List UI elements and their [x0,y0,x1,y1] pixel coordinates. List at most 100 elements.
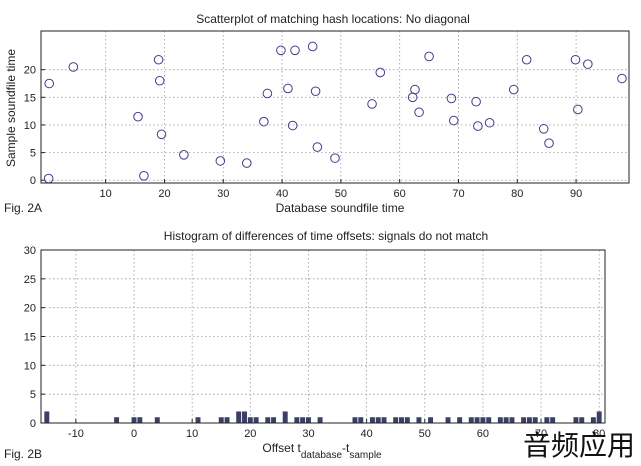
histogram-title: Histogram of differences of time offsets… [164,229,488,243]
histogram-x-axis-label: Offset tdatabase-tsample [262,441,382,461]
scatter-point [473,121,483,131]
scatter-x-tick-label: 50 [335,188,347,200]
scatter-point [259,116,269,127]
histogram-bar [457,417,463,423]
histogram-x-tick-label: 30 [302,428,314,440]
histogram-bar [404,417,410,423]
scatter-point [133,111,143,122]
histogram-bar [521,417,527,423]
histogram-bar [399,417,404,423]
histogram-bar [381,417,387,423]
scatter-points [43,41,627,184]
histogram-bar [271,417,277,423]
xlabel-dash: -t [342,441,350,455]
scatter-point [573,104,583,115]
scatter-point [153,54,164,65]
watermark-logo: 音频应用 [522,429,635,462]
histogram-bar [579,417,585,423]
histogram-y-tick-label: 15 [24,332,36,344]
histogram-y-tick-label: 5 [30,389,36,401]
scatter-y-tick-label: 20 [24,65,36,77]
scatter-point [262,88,273,99]
histogram-bar [393,417,399,423]
scatter-point [570,54,581,65]
histogram-bar [544,417,550,423]
xlabel-sub-database: database [301,450,343,461]
histogram-bar [480,417,486,423]
histogram-bar [503,417,509,423]
scatter-point [276,45,286,56]
scatter-x-tick-label: 60 [394,188,406,200]
scatter-ticks: 10 20 30 40 50 60 70 80 90 0 5 10 15 20 [24,65,582,200]
histogram-bar [573,417,579,423]
scatter-point [283,83,293,94]
histogram-bar [486,417,492,423]
scatter-point [307,41,318,52]
scatter-point [68,62,79,72]
scatter-x-tick-label: 40 [276,188,288,200]
scatter-point [544,138,554,149]
histogram-bar [294,417,300,423]
histogram-bar [154,417,160,423]
scatter-point [156,129,167,140]
scatter-point [287,120,298,131]
histogram-bar [428,417,434,423]
histogram-x-tick-label: 80 [593,428,605,440]
histogram-x-tick-label: -10 [68,428,84,440]
scatter-point [44,78,55,89]
histogram-bar [445,417,451,423]
scatter-y-tick-label: 5 [30,148,36,160]
scatter-point [242,158,252,168]
scatter-point [139,171,149,181]
histogram-bar [497,417,503,423]
histogram-bar [224,417,230,423]
scatter-y-tick-label: 15 [24,92,36,104]
scatter-point [424,51,434,62]
histogram-y-tick-label: 25 [24,274,36,286]
histogram-bar [218,417,224,423]
histogram-bar [195,417,201,423]
scatter-point [617,73,627,84]
histogram-bar [131,417,137,423]
scatter-x-tick-label: 80 [511,188,523,200]
scatter-point [330,153,340,163]
histogram-x-tick-label: 40 [360,428,372,440]
histogram-bar [509,417,515,423]
histogram-bar [305,417,311,423]
histogram-bar [137,417,143,423]
histogram-ticks: -10 0 10 20 30 40 50 60 70 80 0 5 10 15 20 25 30 [24,245,606,440]
histogram-bar [474,417,480,423]
scatter-panel: Scatterplot of matching hash locations: … [4,12,630,215]
scatter-title: Scatterplot of matching hash locations: … [196,12,470,26]
histogram-bar [242,411,247,423]
histogram-x-tick-label: 60 [477,428,489,440]
scatter-figure-label: Fig. 2A [4,201,42,215]
histogram-bar [265,417,271,423]
scatter-point [538,124,549,134]
histogram-panel: Histogram of differences of time offsets… [4,229,606,461]
scatter-point [448,115,459,126]
histogram-x-tick-label: 20 [244,428,256,440]
histogram-x-tick-label: 50 [419,428,431,440]
histogram-grid [41,250,605,423]
scatter-point [375,67,386,78]
scatter-point [583,59,593,69]
scatter-point [484,117,495,128]
scatter-point [414,107,424,118]
scatter-point [410,84,420,95]
histogram-bar [282,411,288,423]
scatter-point [154,75,165,86]
histogram-x-tick-label: 0 [131,428,137,440]
scatter-point [521,54,532,65]
histogram-bar [352,417,358,423]
scatter-point [290,45,300,56]
scatter-point [179,150,189,160]
histogram-y-tick-label: 0 [30,418,36,430]
scatter-x-tick-label: 70 [452,188,464,200]
histogram-figure-label: Fig. 2B [4,447,42,461]
histogram-bar [317,417,323,423]
scatter-point [310,86,321,97]
scatter-y-tick-label: 10 [24,120,36,132]
histogram-bar [114,417,120,423]
